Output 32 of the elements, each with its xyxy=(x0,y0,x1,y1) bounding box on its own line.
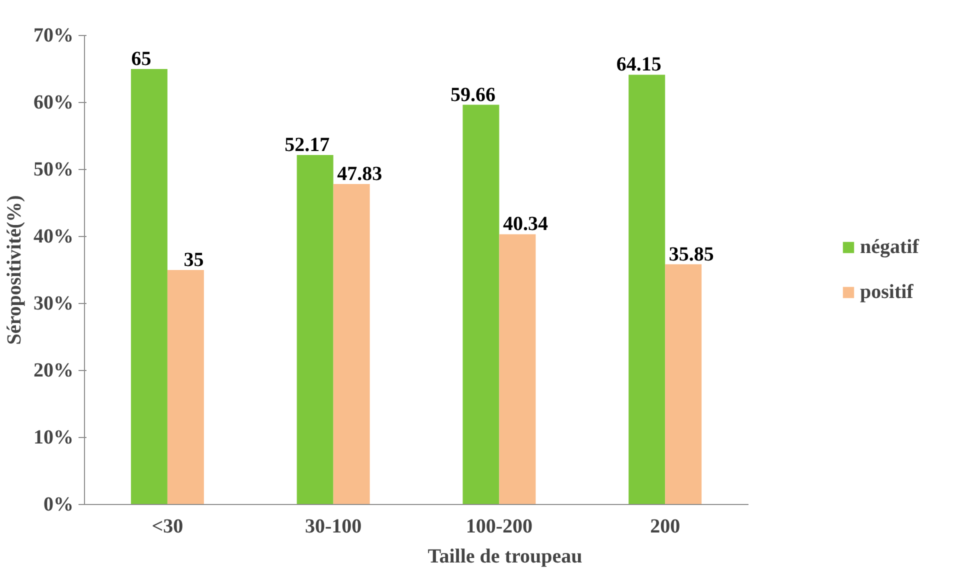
x-axis-title: Taille de troupeau xyxy=(428,546,582,568)
y-tick-label: 10% xyxy=(34,426,74,448)
data-label: 59.66 xyxy=(450,84,496,106)
y-axis-title: Séropositivité(%) xyxy=(4,195,26,345)
data-label: 64.15 xyxy=(616,54,662,76)
bar xyxy=(296,154,334,504)
y-tick-label: 60% xyxy=(34,92,74,114)
bar xyxy=(499,234,536,504)
x-tick-label: <30 xyxy=(152,516,184,538)
data-label: 40.34 xyxy=(502,213,548,236)
x-tick-label: 100-200 xyxy=(466,516,533,538)
y-tick-label: 30% xyxy=(34,292,74,314)
bar xyxy=(462,104,500,504)
bar xyxy=(167,270,204,504)
data-label: 52.17 xyxy=(284,134,330,156)
y-tick-label: 50% xyxy=(34,158,74,180)
bar xyxy=(130,69,168,504)
bar xyxy=(665,264,702,504)
bar xyxy=(333,184,370,504)
y-tick-label: 70% xyxy=(34,24,74,46)
data-label: 65 xyxy=(131,48,152,70)
legend-label: négatif xyxy=(860,236,920,258)
data-label: 47.83 xyxy=(337,163,382,186)
x-tick-label: 200 xyxy=(650,516,680,538)
data-label: 35 xyxy=(184,249,204,271)
legend-label: positif xyxy=(860,280,914,304)
data-label: 35.85 xyxy=(668,243,714,266)
y-tick-label: 40% xyxy=(34,226,74,248)
bar xyxy=(628,74,666,504)
y-tick-label: 20% xyxy=(34,360,74,382)
y-tick-label: 0% xyxy=(44,494,74,516)
x-tick-label: 30-100 xyxy=(304,516,362,538)
